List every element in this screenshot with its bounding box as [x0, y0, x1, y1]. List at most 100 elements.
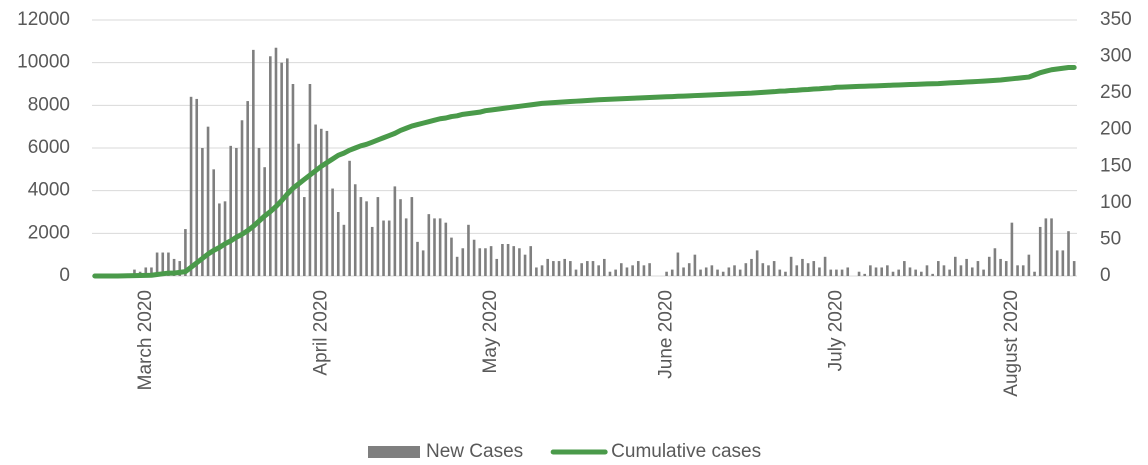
bar	[608, 271, 612, 276]
bar	[937, 261, 940, 276]
bar	[767, 265, 770, 276]
bar	[314, 124, 317, 277]
bar	[382, 220, 385, 276]
bar	[738, 269, 742, 276]
bar	[1072, 261, 1076, 276]
bar	[1061, 250, 1065, 276]
x-tick-label: August 2020	[1001, 290, 1022, 397]
bar	[874, 267, 878, 276]
bar	[897, 269, 900, 276]
bar	[976, 261, 980, 276]
bar	[880, 267, 883, 276]
y-tick-label: 12000	[17, 9, 70, 30]
y2-tick-label: 350	[1100, 9, 1132, 30]
bar	[857, 271, 861, 276]
y-tick-label: 10000	[17, 52, 70, 73]
bar	[835, 269, 838, 276]
bar	[1055, 250, 1059, 276]
bar	[619, 263, 623, 276]
bar	[506, 244, 510, 276]
bar	[308, 84, 312, 276]
bar	[286, 58, 289, 277]
bar	[223, 201, 227, 276]
bar	[823, 256, 827, 276]
bar	[274, 47, 278, 276]
bar	[342, 224, 346, 276]
bar	[682, 267, 685, 276]
bar	[376, 197, 380, 276]
bar	[370, 226, 374, 276]
bar	[586, 261, 589, 276]
legend-label: Cumulative cases	[611, 441, 761, 462]
legend-swatch	[368, 446, 420, 458]
y2-tick-label: 300	[1100, 46, 1132, 67]
bar	[172, 258, 176, 276]
bar	[206, 126, 210, 277]
bar	[399, 199, 402, 276]
bar	[438, 218, 442, 276]
bar	[750, 258, 753, 276]
bar	[512, 246, 516, 276]
bar	[891, 271, 895, 276]
bar	[733, 265, 736, 276]
bar	[806, 263, 810, 276]
bar	[189, 96, 193, 276]
bar	[404, 218, 408, 276]
bar	[246, 101, 249, 276]
bar	[1067, 231, 1070, 276]
bar	[178, 261, 182, 276]
bar	[201, 148, 204, 276]
bar	[755, 250, 759, 276]
bar	[999, 258, 1002, 276]
bar	[670, 269, 674, 276]
bar	[761, 263, 765, 276]
bar	[693, 254, 697, 276]
bar	[914, 269, 917, 276]
bar	[987, 256, 991, 276]
bar	[744, 263, 748, 276]
bar	[580, 263, 583, 276]
bar	[518, 248, 521, 276]
y2-tick-label: 150	[1100, 155, 1132, 176]
bar	[563, 258, 566, 276]
bar	[727, 267, 731, 276]
bar	[699, 269, 702, 276]
bar	[948, 269, 951, 276]
bar	[252, 49, 255, 276]
bar	[235, 148, 238, 276]
y2-tick-label: 100	[1100, 192, 1132, 213]
bar	[648, 263, 651, 276]
bar	[829, 269, 833, 276]
bar	[778, 269, 782, 276]
bar	[365, 201, 368, 276]
bar	[478, 248, 482, 276]
y-tick-label: 6000	[28, 137, 70, 158]
bar	[433, 218, 436, 276]
bar	[603, 258, 606, 276]
bar	[1033, 271, 1036, 276]
bar	[1010, 222, 1014, 276]
bar	[903, 261, 906, 276]
bar	[359, 197, 363, 276]
bar	[1004, 261, 1008, 276]
bar	[920, 271, 923, 276]
bar	[784, 271, 787, 276]
y2-tick-label: 0	[1100, 265, 1111, 286]
bar	[484, 248, 487, 276]
bar	[410, 197, 414, 276]
bar	[523, 254, 527, 276]
bar	[687, 263, 691, 276]
bar	[552, 261, 555, 276]
x-tick-label: March 2020	[135, 290, 156, 390]
bar	[710, 265, 714, 276]
bar	[150, 267, 153, 276]
bar	[229, 145, 232, 276]
bar	[569, 261, 572, 276]
bar	[495, 258, 499, 276]
bar	[218, 203, 221, 276]
bar	[574, 269, 578, 276]
bar	[444, 222, 448, 276]
bar	[421, 250, 425, 276]
x-tick-label: May 2020	[480, 290, 501, 373]
